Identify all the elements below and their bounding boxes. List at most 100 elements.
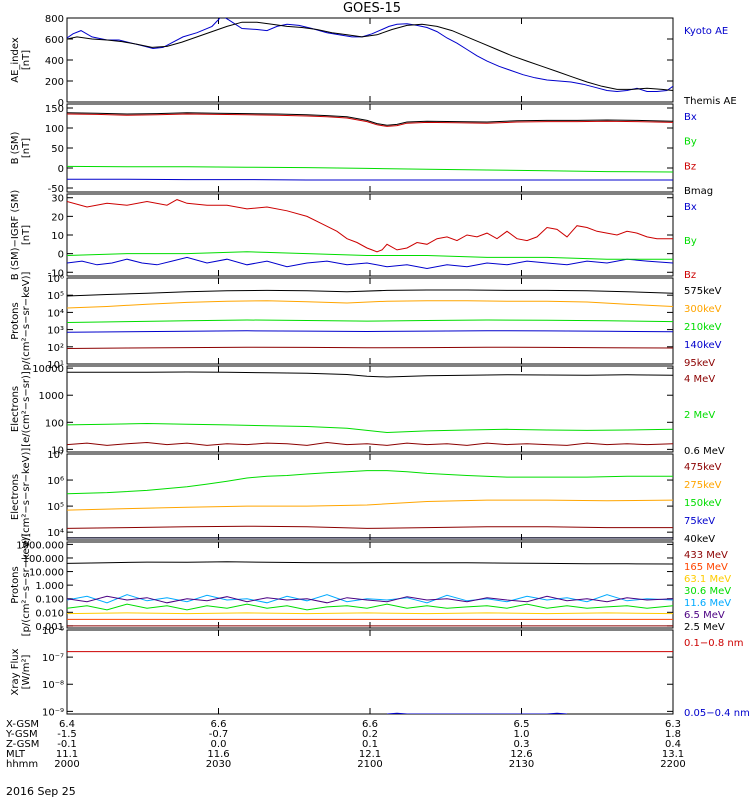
y-axis-label: Electrons[e/(cm²−s−sr)] xyxy=(10,371,32,447)
y-axis-label: Xray Flux[W/m²] xyxy=(10,648,32,695)
series-line xyxy=(67,251,673,260)
x-axis-value: 0.0 xyxy=(211,739,227,750)
series-line xyxy=(67,300,673,309)
series-line xyxy=(67,112,673,126)
x-axis-value: 6.6 xyxy=(362,719,378,730)
legend-entry: Kyoto AE xyxy=(684,26,728,37)
x-axis-value: 13.1 xyxy=(662,749,684,760)
x-axis-value: 2100 xyxy=(357,759,382,770)
series-group xyxy=(67,651,673,714)
y-tick-label: 10³ xyxy=(47,326,64,337)
x-axis-value: 11.6 xyxy=(207,749,229,760)
y-axis-label-line: [p/(cm²−s−sr−keV)] xyxy=(21,534,32,637)
panel-frame xyxy=(66,541,674,629)
legend-entry: 140keV xyxy=(684,340,722,351)
x-axis-annotation: X-GSM 6.4 6.6 6.6 6.5 6.3 Y-GSM -1.5 -0.7 0.2 1.0 1… xyxy=(5,719,686,770)
y-tick-label: 0 xyxy=(58,98,64,109)
legend-entry: 0.6 MeV xyxy=(684,446,725,457)
series-line xyxy=(67,594,673,604)
legend-entry: 11.6 MeV xyxy=(684,598,731,609)
y-tick-label: 100.000 xyxy=(23,554,64,565)
panel-frame xyxy=(66,629,674,715)
series-line xyxy=(67,199,673,253)
panel-1: 0 200 400 600 800 AE_index[nT] Kyoto AE Themis … xyxy=(10,14,737,109)
y-tick-label: 0.100 xyxy=(35,595,64,606)
series-line xyxy=(67,330,673,333)
y-tick-label: 100 xyxy=(45,418,64,429)
y-tick-label: 1000 xyxy=(39,391,64,402)
legend-entry: 165 MeV xyxy=(684,562,728,573)
y-tick-label: 30 xyxy=(51,194,64,205)
panel-8: 10⁻⁹ 10⁻⁸ 10⁻⁷ 10⁻⁶ Xray Flux[W/m²] 0.1−0.8 n… xyxy=(10,626,750,719)
y-tick-label: 10 xyxy=(51,445,64,456)
y-axis-label-line: B (SM)−IGRF (SM) xyxy=(10,190,21,281)
y-tick-label: 0 xyxy=(58,250,64,261)
y-tick-label: 100 xyxy=(45,124,64,135)
legend-entry: Bz xyxy=(684,270,696,281)
legend-entry: 210keV xyxy=(684,322,722,333)
legend-entry: Bz xyxy=(684,161,696,172)
panel-4: 10¹ 10² 10³ 10⁴ 10⁵ 10⁶ Protonsp/(cm²−s−sr−keV… xyxy=(10,272,722,371)
figure-title: GOES-15 xyxy=(343,1,401,16)
legend-entry: 575keV xyxy=(684,286,722,297)
y-tick-label: 10⁻⁷ xyxy=(42,653,64,664)
x-axis-row-label: Y-GSM xyxy=(5,729,38,740)
panel-frame xyxy=(66,103,674,193)
legend-entry: 300keV xyxy=(684,304,722,315)
series-group xyxy=(67,371,673,446)
y-tick-label: 10.000 xyxy=(29,568,64,579)
x-axis-value: 2000 xyxy=(54,759,79,770)
series-line xyxy=(67,165,673,173)
x-axis-value: 0.3 xyxy=(514,739,530,750)
y-axis-label-line: Electrons xyxy=(10,474,21,520)
x-axis-row-label: X-GSM xyxy=(6,719,39,730)
y-tick-label: 10⁻⁶ xyxy=(42,626,64,637)
y-tick-label: 10² xyxy=(47,343,64,354)
y-tick-label: 10¹ xyxy=(47,360,64,371)
x-axis-value: -0.7 xyxy=(209,729,229,740)
y-tick-label: 10⁻⁹ xyxy=(42,707,64,718)
y-tick-label: 800 xyxy=(45,14,64,25)
series-line xyxy=(67,612,673,615)
series-line xyxy=(67,499,673,511)
y-axis-label-line: [nT] xyxy=(21,225,32,245)
legend-entry: 475keV xyxy=(684,462,722,473)
x-axis-value: 0.1 xyxy=(362,739,378,750)
series-line xyxy=(67,346,673,349)
legend-entry: By xyxy=(684,137,697,148)
panel-2: -50 0 50 100 150 B (SM)[nT] Bx By Bz Bmag xyxy=(10,103,713,197)
y-tick-label: 10⁴ xyxy=(47,528,64,539)
legend-entry: Bx xyxy=(684,112,697,123)
y-tick-label: 10⁵ xyxy=(47,502,64,513)
series-group xyxy=(67,289,673,349)
legend-entry: 95keV xyxy=(684,358,715,369)
y-axis-label-line: Xray Flux xyxy=(10,648,21,695)
x-axis-value: 0.4 xyxy=(665,739,681,750)
y-tick-label: -50 xyxy=(48,184,64,195)
x-axis-value: 2130 xyxy=(509,759,534,770)
series-group xyxy=(67,561,673,627)
y-tick-label: -10 xyxy=(48,268,64,279)
y-tick-label: 10000 xyxy=(32,364,64,375)
panel-frame xyxy=(66,365,674,453)
y-tick-label: 0.010 xyxy=(35,608,64,619)
x-axis-row-label: MLT xyxy=(6,749,26,760)
legend-entry: 0.1−0.8 nm xyxy=(684,638,743,649)
series-line xyxy=(67,603,673,611)
x-axis-value: 1.0 xyxy=(514,729,530,740)
series-line xyxy=(67,21,673,91)
y-tick-label: 400 xyxy=(45,56,64,67)
y-axis-label: B (SM)−IGRF (SM)[nT] xyxy=(10,190,32,281)
y-tick-label: 600 xyxy=(45,35,64,46)
y-axis-label-line: [W/m²] xyxy=(21,654,32,689)
panel-frame xyxy=(66,17,674,103)
y-tick-label: 10⁵ xyxy=(47,291,64,302)
series-group xyxy=(67,112,673,181)
legend-entry: Bx xyxy=(684,202,697,213)
series-line xyxy=(67,256,673,270)
legend-entry: 6.5 MeV xyxy=(684,610,725,621)
series-line xyxy=(67,470,673,495)
y-axis-label-line: p/(cm²−s−sr−keV)] xyxy=(21,272,32,371)
legend-entry: 433 MeV xyxy=(684,550,728,561)
